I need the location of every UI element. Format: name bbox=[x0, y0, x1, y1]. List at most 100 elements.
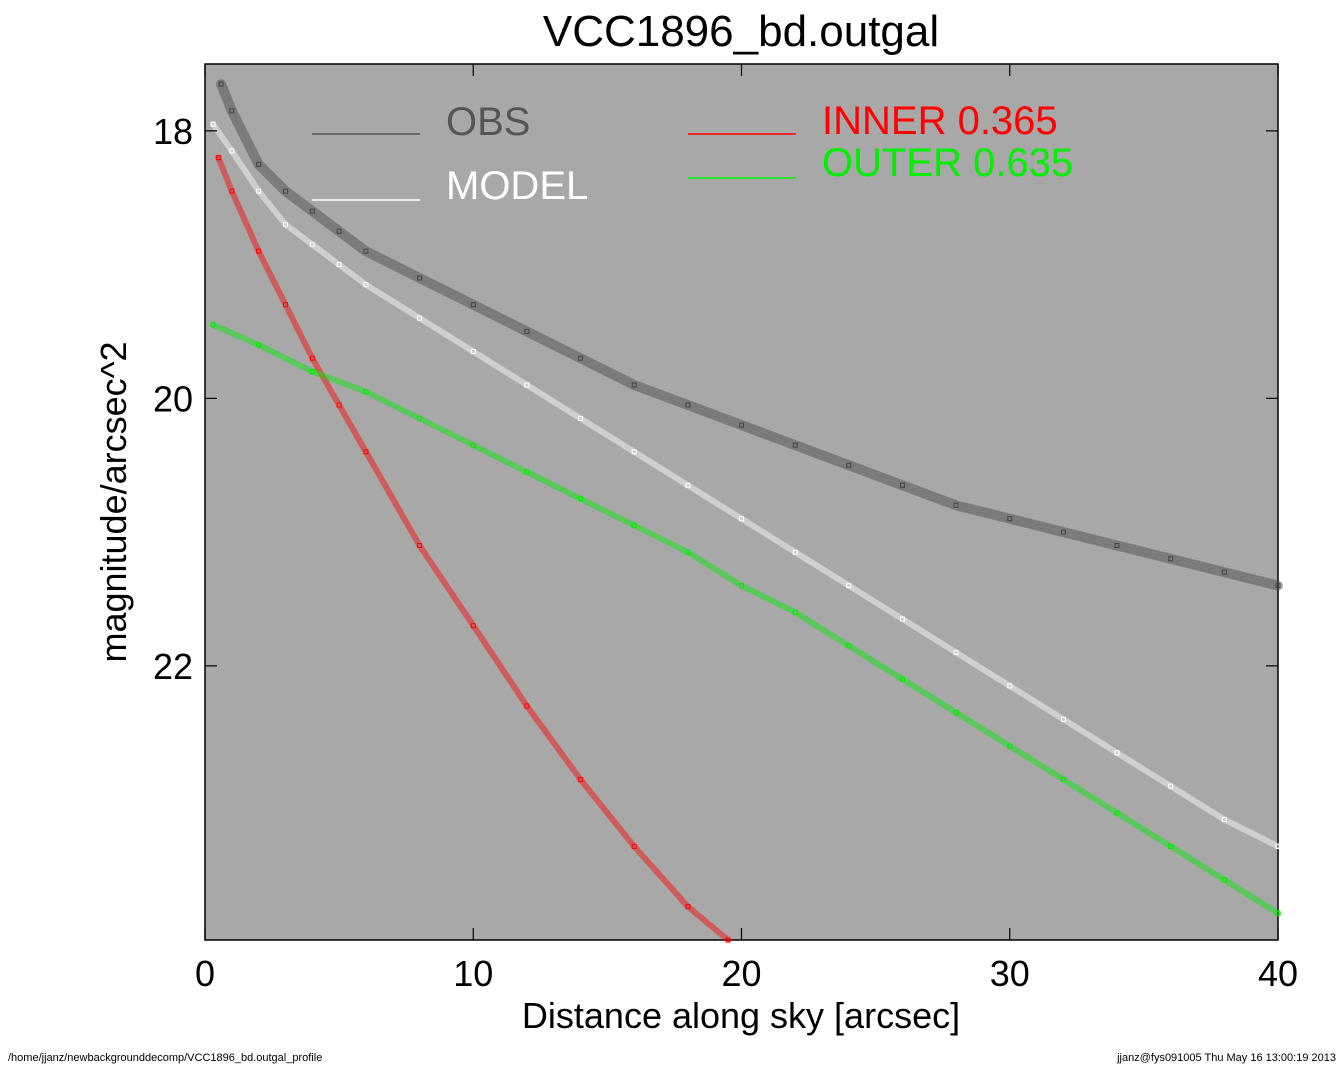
data-point bbox=[229, 108, 235, 114]
legend-label: INNER 0.365 bbox=[822, 99, 1058, 143]
data-point bbox=[309, 355, 315, 361]
series-inner bbox=[215, 154, 732, 943]
series-line bbox=[210, 321, 1281, 917]
data-point bbox=[578, 355, 583, 361]
data-point bbox=[1007, 516, 1013, 522]
legend-label: MODEL bbox=[446, 164, 588, 208]
y-axis-label: magnitude/arcsec^2 bbox=[93, 341, 134, 662]
data-point bbox=[900, 482, 905, 488]
data-point bbox=[524, 382, 530, 388]
data-point bbox=[283, 188, 288, 194]
series-obs bbox=[216, 79, 1283, 591]
data-point bbox=[524, 703, 530, 709]
data-point bbox=[417, 543, 423, 548]
data-point bbox=[685, 482, 691, 488]
x-tick-label: 10 bbox=[453, 953, 493, 994]
data-point bbox=[1221, 817, 1227, 823]
data-point bbox=[739, 583, 744, 589]
data-point bbox=[739, 422, 744, 428]
data-point bbox=[1168, 783, 1174, 789]
data-point bbox=[256, 342, 262, 348]
series-line bbox=[215, 154, 732, 943]
data-point bbox=[417, 275, 423, 281]
data-point bbox=[685, 549, 691, 555]
series-line bbox=[216, 79, 1283, 591]
data-point bbox=[283, 222, 288, 227]
data-point bbox=[1168, 556, 1174, 562]
footer-stamp: jjanz@fys091005 Thu May 16 13:00:19 2013 bbox=[1116, 1052, 1336, 1064]
data-point bbox=[336, 262, 342, 268]
data-point bbox=[1221, 569, 1227, 575]
data-point bbox=[631, 522, 637, 528]
data-point bbox=[685, 402, 691, 408]
data-point bbox=[309, 369, 315, 375]
axis-ticks: 0 10 20 30 40 18 20 22 bbox=[153, 64, 1298, 994]
data-point bbox=[229, 148, 235, 154]
data-point bbox=[309, 208, 315, 214]
data-point bbox=[1007, 743, 1013, 749]
data-point bbox=[1275, 910, 1281, 916]
y-tick-label: 20 bbox=[153, 378, 193, 419]
data-point bbox=[953, 710, 959, 716]
data-point bbox=[470, 623, 476, 629]
data-point bbox=[210, 322, 216, 328]
data-point bbox=[1168, 843, 1174, 849]
series-layer bbox=[210, 79, 1283, 943]
footer-path: /home/jjanz/newbackgrounddecomp/VCC1896_… bbox=[8, 1052, 322, 1064]
data-point bbox=[846, 462, 852, 468]
data-point bbox=[631, 382, 637, 388]
data-point bbox=[470, 302, 476, 308]
data-point bbox=[218, 81, 224, 87]
data-point bbox=[1114, 543, 1120, 548]
data-point bbox=[1007, 683, 1013, 689]
data-point bbox=[846, 643, 852, 649]
data-point bbox=[363, 389, 369, 395]
plot-area bbox=[204, 63, 1279, 941]
data-point bbox=[1275, 843, 1281, 849]
data-point bbox=[215, 155, 221, 161]
y-tick-label: 22 bbox=[153, 646, 193, 687]
data-point bbox=[336, 402, 342, 408]
legend-label: OBS bbox=[446, 100, 530, 144]
data-point bbox=[685, 904, 691, 910]
data-point bbox=[417, 415, 423, 421]
data-point bbox=[578, 415, 583, 421]
data-point bbox=[1221, 877, 1227, 883]
x-tick-label: 30 bbox=[990, 953, 1030, 994]
data-point bbox=[470, 349, 476, 354]
data-point bbox=[524, 469, 530, 475]
data-point bbox=[846, 583, 852, 589]
data-point bbox=[1060, 777, 1066, 782]
y-tick-label: 18 bbox=[153, 111, 193, 152]
x-tick-label: 20 bbox=[721, 953, 761, 994]
data-point bbox=[309, 242, 315, 247]
data-point bbox=[1060, 529, 1066, 535]
x-axis-label: Distance along sky [arcsec] bbox=[522, 995, 960, 1036]
data-point bbox=[363, 248, 369, 254]
data-point bbox=[363, 449, 369, 455]
data-point bbox=[631, 449, 637, 455]
data-point bbox=[210, 121, 216, 127]
series-line bbox=[210, 121, 1281, 850]
data-point bbox=[1114, 750, 1120, 756]
data-point bbox=[256, 248, 262, 254]
x-tick-label: 0 bbox=[195, 953, 215, 994]
data-point bbox=[900, 676, 905, 682]
data-point bbox=[578, 777, 583, 782]
data-point bbox=[524, 329, 530, 334]
data-point bbox=[470, 442, 476, 448]
data-point bbox=[792, 442, 798, 448]
data-point bbox=[792, 549, 798, 555]
data-point bbox=[900, 616, 905, 622]
data-point bbox=[336, 228, 342, 234]
data-point bbox=[363, 282, 369, 288]
legend-label: OUTER 0.635 bbox=[822, 141, 1073, 185]
chart-title: VCC1896_bd.outgal bbox=[543, 7, 939, 56]
data-point bbox=[1114, 810, 1120, 816]
data-point bbox=[229, 188, 235, 194]
data-point bbox=[953, 502, 959, 508]
data-point bbox=[578, 496, 583, 502]
data-point bbox=[256, 188, 262, 194]
